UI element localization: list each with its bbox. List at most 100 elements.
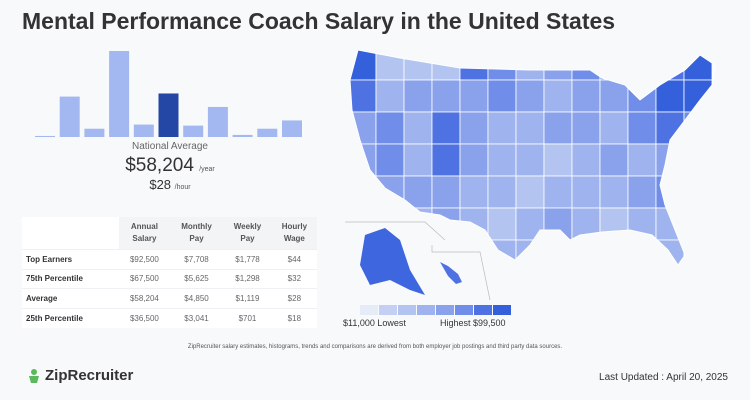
- state-region[interactable]: [459, 143, 489, 177]
- legend-swatch: [398, 305, 416, 315]
- table-cell: Top Earners: [22, 249, 120, 269]
- header-text: Hourly: [281, 222, 308, 231]
- state-region[interactable]: [403, 48, 433, 81]
- state-region[interactable]: [348, 111, 377, 145]
- us-salary-map: [345, 48, 716, 301]
- state-region[interactable]: [487, 79, 517, 113]
- state-region[interactable]: [459, 175, 489, 209]
- state-region[interactable]: [459, 79, 489, 113]
- table-cell: $4,850: [169, 288, 224, 308]
- state-region[interactable]: [348, 143, 377, 177]
- histogram-bar: [59, 96, 80, 137]
- state-region[interactable]: [375, 111, 405, 145]
- state-region[interactable]: [431, 143, 461, 177]
- state-region[interactable]: [459, 111, 489, 145]
- state-region[interactable]: [599, 143, 629, 177]
- state-region[interactable]: [487, 239, 517, 272]
- page-title: Mental Performance Coach Salary in the U…: [22, 8, 616, 34]
- state-region[interactable]: [515, 111, 545, 145]
- salary-histogram: [35, 51, 302, 137]
- state-region[interactable]: [431, 79, 461, 113]
- state-region[interactable]: [683, 48, 713, 81]
- state-region[interactable]: [655, 239, 685, 272]
- state-region[interactable]: [459, 239, 489, 272]
- state-region[interactable]: [627, 111, 657, 145]
- state-region[interactable]: [543, 48, 573, 81]
- state-region[interactable]: [683, 207, 713, 241]
- state-region[interactable]: [375, 79, 405, 113]
- state-region[interactable]: [375, 175, 405, 209]
- state-region[interactable]: [655, 175, 685, 209]
- state-region[interactable]: [599, 207, 629, 241]
- state-region[interactable]: [403, 111, 433, 145]
- state-region[interactable]: [627, 79, 657, 113]
- state-region[interactable]: [599, 111, 629, 145]
- state-region[interactable]: [543, 143, 573, 177]
- state-region[interactable]: [543, 111, 573, 145]
- state-region[interactable]: [571, 79, 601, 113]
- state-region[interactable]: [431, 175, 461, 209]
- ziprecruiter-chair-icon: [29, 368, 39, 383]
- state-region[interactable]: [431, 207, 461, 241]
- state-region[interactable]: [655, 48, 685, 81]
- state-region[interactable]: [515, 48, 545, 81]
- header-text: Pay: [240, 234, 255, 243]
- state-region[interactable]: [655, 207, 685, 241]
- state-region[interactable]: [599, 239, 629, 272]
- state-region[interactable]: [515, 175, 545, 209]
- header-text: Wage: [283, 234, 305, 243]
- state-region[interactable]: [571, 239, 601, 272]
- state-region[interactable]: [348, 175, 377, 209]
- state-region[interactable]: [515, 79, 545, 113]
- annual-value: $58,204: [125, 155, 194, 176]
- state-region[interactable]: [459, 48, 489, 81]
- state-region[interactable]: [571, 48, 601, 81]
- state-region[interactable]: [571, 111, 601, 145]
- state-region[interactable]: [627, 175, 657, 209]
- state-region[interactable]: [403, 143, 433, 177]
- state-region[interactable]: [683, 111, 713, 145]
- state-region[interactable]: [375, 143, 405, 177]
- state-region[interactable]: [599, 175, 629, 209]
- ziprecruiter-logo[interactable]: ZipRecruiter: [26, 367, 133, 384]
- state-region[interactable]: [348, 79, 377, 113]
- table-cell: $3,041: [169, 307, 224, 328]
- state-region[interactable]: [487, 111, 517, 145]
- state-region[interactable]: [627, 48, 657, 81]
- state-region[interactable]: [599, 79, 629, 113]
- state-region[interactable]: [683, 239, 713, 272]
- state-region[interactable]: [655, 143, 685, 177]
- header-text: Annual: [130, 222, 158, 231]
- table-row: 25th Percentile $36,500 $3,041 $701 $18: [22, 307, 317, 328]
- state-region[interactable]: [431, 111, 461, 145]
- state-region[interactable]: [571, 143, 601, 177]
- state-region[interactable]: [487, 207, 517, 241]
- state-region[interactable]: [571, 175, 601, 209]
- state-region[interactable]: [543, 79, 573, 113]
- table-cell: $5,625: [169, 268, 224, 289]
- histogram-bar: [183, 125, 204, 137]
- state-region[interactable]: [599, 48, 629, 81]
- state-region[interactable]: [375, 48, 405, 81]
- state-region[interactable]: [487, 143, 517, 177]
- state-region[interactable]: [683, 79, 713, 113]
- state-region[interactable]: [515, 207, 545, 241]
- table-row: Top Earners $92,500 $7,708 $1,778 $44: [22, 249, 317, 269]
- state-region[interactable]: [543, 239, 573, 272]
- state-region[interactable]: [487, 175, 517, 209]
- state-region[interactable]: [543, 207, 573, 241]
- last-updated: Last Updated : April 20, 2025: [599, 372, 728, 383]
- state-region[interactable]: [543, 175, 573, 209]
- legend-swatch: [436, 305, 454, 315]
- state-region[interactable]: [515, 143, 545, 177]
- state-region[interactable]: [487, 48, 517, 81]
- column-header: Monthly Pay: [169, 217, 224, 250]
- state-region[interactable]: [627, 239, 657, 272]
- state-region[interactable]: [403, 79, 433, 113]
- state-region[interactable]: [683, 175, 713, 209]
- state-region[interactable]: [627, 143, 657, 177]
- table-cell: 25th Percentile: [22, 307, 120, 328]
- table-cell: $28: [271, 288, 317, 308]
- state-region[interactable]: [571, 207, 601, 241]
- state-region[interactable]: [683, 143, 713, 177]
